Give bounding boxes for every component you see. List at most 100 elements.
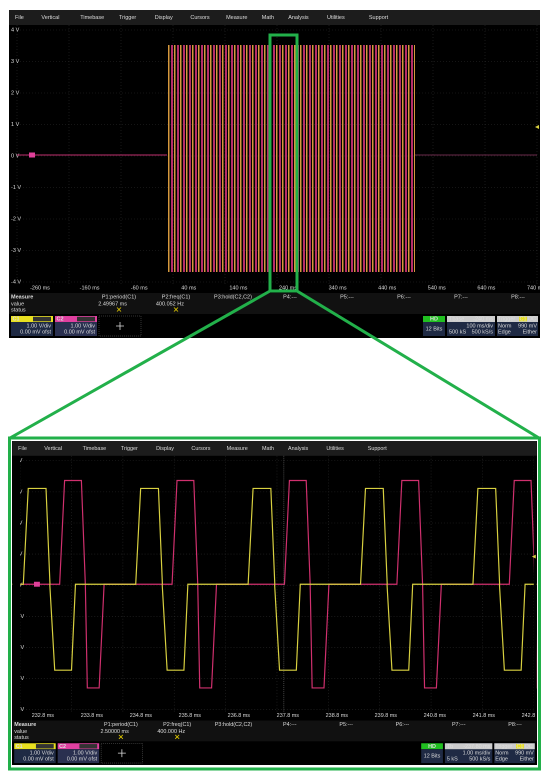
param-name[interactable]: P1:period(C1) <box>102 294 136 300</box>
menu-item[interactable]: Vertical <box>44 446 62 452</box>
x-tick-label: 240 ms <box>279 285 297 291</box>
param-name[interactable]: P8:--- <box>511 294 525 300</box>
param-value: 400.000 Hz <box>157 729 185 735</box>
param-name[interactable]: P5:--- <box>339 722 353 728</box>
menu-item[interactable]: Support <box>369 15 389 21</box>
burst <box>167 45 415 272</box>
menu-item[interactable]: Trigger <box>119 15 136 21</box>
level-marker <box>535 125 539 129</box>
x-tick-label: 234.8 ms <box>130 713 153 719</box>
channel-tag <box>33 316 51 322</box>
channel-name: C2 <box>59 744 66 750</box>
trigger-type: Edge <box>495 757 508 763</box>
acq-bits: 12 Bits <box>424 754 441 760</box>
menu-item[interactable]: Utilities <box>326 446 344 452</box>
clip-right <box>533 455 537 713</box>
x-tick-label: 232.8 ms <box>32 713 55 719</box>
x-tick-label: 340 ms <box>329 285 347 291</box>
measure-title: Measure <box>11 294 33 300</box>
param-name[interactable]: P7:--- <box>454 294 468 300</box>
trigger-slope: Either <box>523 329 538 335</box>
menu-item[interactable]: Support <box>368 446 387 452</box>
trigger-label: Trigger <box>495 744 512 750</box>
x-tick-label: 239.8 ms <box>375 713 398 719</box>
param-name[interactable]: P4:--- <box>283 294 297 300</box>
channel-offset: 0.00 mV ofst <box>67 757 98 763</box>
param-name[interactable]: P3:hold(C2,C2) <box>215 722 253 728</box>
channel-offset: 0.00 mV ofst <box>23 757 54 763</box>
x-tick-label: 540 ms <box>428 285 446 291</box>
add-icon <box>116 322 124 330</box>
channel-name: C2 <box>57 317 64 323</box>
param-name[interactable]: P4:--- <box>283 722 297 728</box>
param-name[interactable]: P2:freq(C1) <box>162 294 191 300</box>
param-name[interactable]: P6:--- <box>397 294 411 300</box>
param-value: 400.052 Hz <box>156 301 184 307</box>
x-tick-label: 140 ms <box>229 285 247 291</box>
param-name[interactable]: P7:--- <box>452 722 466 728</box>
add-icon <box>117 749 126 758</box>
menu-item[interactable]: Utilities <box>327 15 345 21</box>
samples: 500 kS <box>449 329 466 335</box>
timebase-label: Tb <box>447 744 453 750</box>
acq-bits: 12 Bits <box>426 326 443 332</box>
param-name[interactable]: P2:freq(C1) <box>163 722 191 728</box>
trace-c1 <box>12 487 537 671</box>
menu-item[interactable]: File <box>18 446 27 452</box>
x-tick-label: 236.8 ms <box>228 713 251 719</box>
param-name[interactable]: P5:--- <box>340 294 354 300</box>
x-tick-label: 237.8 ms <box>277 713 300 719</box>
x-tick-label: 235.8 ms <box>179 713 202 719</box>
y-tick-label: 4 V <box>11 27 20 33</box>
timebase-delay: -237.80 ms <box>463 744 490 750</box>
menu-item[interactable]: File <box>15 15 24 21</box>
menu-item[interactable]: Measure <box>227 446 248 452</box>
samples: 5 kS <box>447 757 458 763</box>
param-name[interactable]: P6:--- <box>396 722 410 728</box>
menu-item[interactable]: Cursors <box>190 15 210 21</box>
y-tick-label: -3 V <box>11 248 21 254</box>
menu-item[interactable]: Timebase <box>80 15 104 21</box>
param-name[interactable]: P1:period(C1) <box>104 722 138 728</box>
sample-rate: 500 kS/s <box>472 329 494 335</box>
channel-name: C1 <box>16 744 23 750</box>
trigger-type: Edge <box>498 329 511 335</box>
menu-item[interactable]: Analysis <box>288 446 308 452</box>
x-tick-label: 233.8 ms <box>81 713 104 719</box>
menu-item[interactable]: Vertical <box>41 15 59 21</box>
x-tick-label: -260 ms <box>30 285 50 291</box>
x-tick-label: 640 ms <box>477 285 495 291</box>
menu-item[interactable]: Timebase <box>83 446 107 452</box>
x-tick-label: 740 ms <box>527 285 540 291</box>
menu-item[interactable]: Cursors <box>191 446 210 452</box>
timebase-label: Tbase <box>449 317 464 323</box>
acq-mode: HD <box>428 744 436 750</box>
channel-name: C1 <box>13 317 20 323</box>
menu-item[interactable]: Display <box>156 446 174 452</box>
trigger-label: Trigger <box>498 317 515 323</box>
param-name[interactable]: P8:--- <box>508 722 522 728</box>
param-name[interactable]: P3:hold(C2,C2) <box>214 294 252 300</box>
menu-item[interactable]: Trigger <box>121 446 138 452</box>
trigger-coupling: DC <box>525 744 533 750</box>
menu-item[interactable]: Display <box>155 15 173 21</box>
trigger-source: C1 <box>517 744 524 750</box>
measure-row-label: status <box>14 735 29 741</box>
menu-item[interactable]: Math <box>262 15 274 21</box>
menu-item[interactable]: Measure <box>226 15 247 21</box>
x-tick-label: -160 ms <box>80 285 100 291</box>
y-tick-label: -2 V <box>11 216 21 222</box>
channel-tag <box>79 744 98 749</box>
channel-tag <box>35 744 54 749</box>
timebase-delay: -240 ms <box>473 317 493 323</box>
x-tick-label: 241.8 ms <box>473 713 496 719</box>
x-tick-label: 240.8 ms <box>424 713 447 719</box>
trigger-source: C1 <box>519 317 526 323</box>
menu-item[interactable]: Analysis <box>288 15 309 21</box>
y-tick-label: 3 V <box>11 59 20 65</box>
traces <box>12 479 537 689</box>
menu-item[interactable]: Math <box>262 446 274 452</box>
channel-tag <box>77 316 95 322</box>
param-value: 2.50000 ms <box>100 729 129 735</box>
x-tick-label: 440 ms <box>378 285 396 291</box>
